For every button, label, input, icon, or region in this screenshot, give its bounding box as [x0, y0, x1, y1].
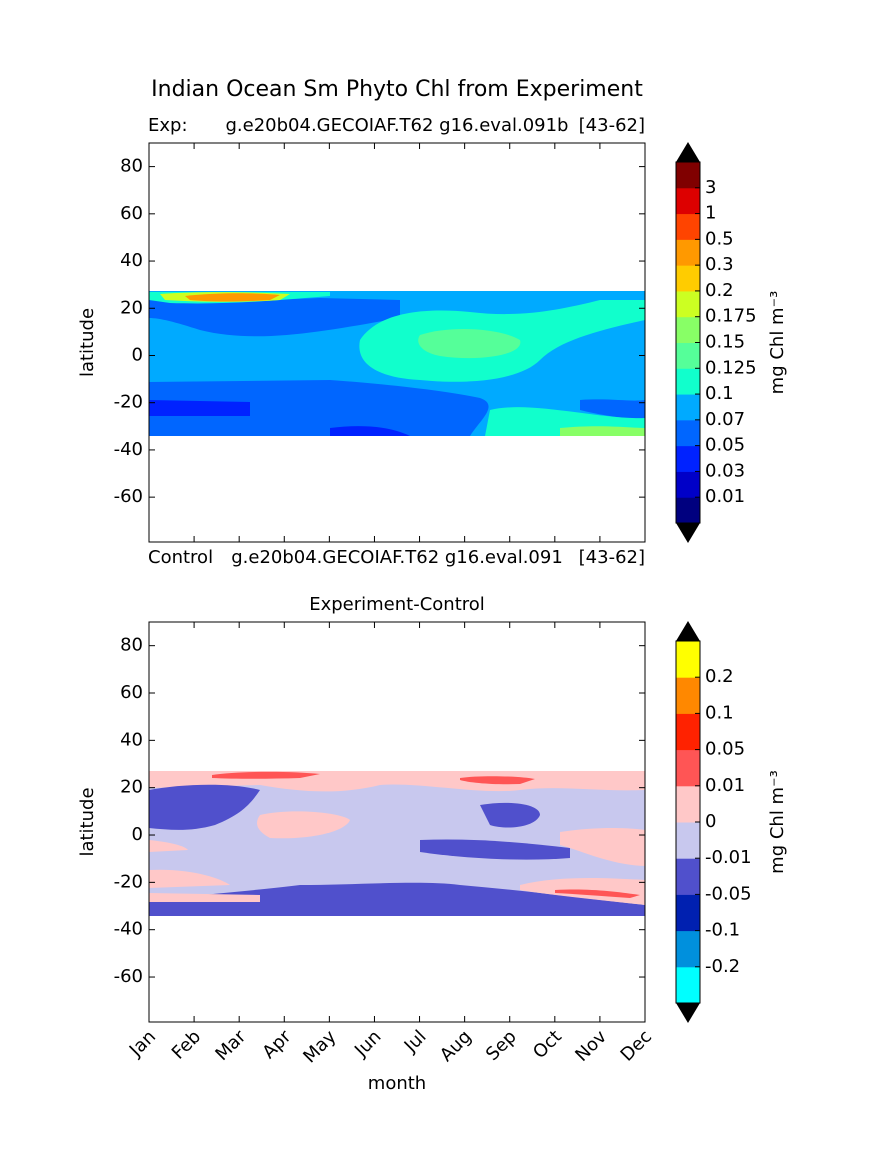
colorbar-extend — [676, 523, 700, 543]
colorbar-tick-label: -0.2 — [705, 956, 740, 977]
colorbar-segment — [676, 713, 700, 751]
colorbar-segment — [676, 471, 700, 498]
colorbar-segment — [676, 187, 700, 215]
x-axis-label: month — [368, 1073, 426, 1094]
y-tick-label: 60 — [120, 203, 143, 224]
header-center: g.e20b04.GECOIAF.T62 g16.eval.091 — [231, 547, 563, 568]
colorbar-tick-label: 3 — [705, 177, 716, 198]
header-left: Control — [148, 547, 213, 568]
colorbar-tick-label: 0.05 — [705, 435, 745, 456]
y-tick-label: -40 — [114, 439, 143, 460]
colorbar-segment — [676, 239, 700, 266]
colorbar-segment — [676, 162, 700, 189]
colorbar-segment — [676, 265, 700, 292]
colorbar-segment — [676, 445, 700, 472]
chart-title: Indian Ocean Sm Phyto Chl from Experimen… — [151, 77, 643, 102]
header-right: [43-62] — [579, 547, 645, 568]
colorbar-segment — [676, 368, 700, 395]
colorbar-tick-label: 0.15 — [705, 332, 745, 353]
colorbar-segment — [676, 290, 700, 318]
colorbar-tick-label: 0 — [705, 811, 716, 832]
y-tick-label: -20 — [114, 871, 143, 892]
y-tick-label: 40 — [120, 250, 143, 271]
y-axis-label: latitude — [77, 787, 98, 856]
colorbar-tick-label: -0.05 — [705, 883, 752, 904]
colorbar-tick-label: 0.2 — [705, 280, 734, 301]
colorbar-tick-label: -0.01 — [705, 847, 752, 868]
y-tick-label: 0 — [132, 344, 143, 365]
colorbar-segment — [676, 641, 700, 678]
header-left: Exp: — [148, 115, 188, 136]
header-right: [43-62] — [579, 115, 645, 136]
y-tick-label: -40 — [114, 919, 143, 940]
contour-fill-top — [149, 291, 645, 436]
colorbar-segment — [676, 822, 700, 859]
y-tick-label: 80 — [120, 635, 143, 656]
colorbar-segment — [676, 213, 700, 240]
colorbar-tick-label: 0.03 — [705, 460, 745, 481]
colorbar-tick-label: 0.1 — [705, 702, 734, 723]
colorbar-segment — [676, 785, 700, 823]
colorbar-extend — [676, 1003, 700, 1023]
colorbar-segment — [676, 342, 700, 369]
colorbar-segment — [676, 894, 700, 932]
y-tick-label: 40 — [120, 729, 143, 750]
colorbar-tick-label: 0.3 — [705, 254, 734, 275]
colorbar-tick-label: 1 — [705, 203, 716, 224]
colorbar-segment — [676, 316, 700, 343]
colorbar-extend — [676, 621, 700, 641]
colorbar-segment — [676, 394, 700, 421]
colorbar-tick-label: -0.1 — [705, 920, 740, 941]
y-tick-label: 80 — [120, 156, 143, 177]
y-tick-label: -20 — [114, 392, 143, 413]
chart-title: Experiment-Control — [309, 594, 485, 615]
colorbar-label: mg Chl m⁻³ — [767, 770, 788, 874]
colorbar-segment — [676, 419, 700, 447]
colorbar-tick-label: 0.5 — [705, 228, 734, 249]
colorbar-tick-label: 0.2 — [705, 666, 734, 687]
colorbar-tick-label: 0.01 — [705, 775, 745, 796]
colorbar-segment — [676, 858, 700, 895]
colorbar-segment — [676, 677, 700, 714]
y-tick-label: 0 — [132, 824, 143, 845]
colorbar-tick-label: 0.125 — [705, 357, 757, 378]
header-center: g.e20b04.GECOIAF.T62 g16.eval.091b — [226, 115, 569, 136]
plot-frame — [148, 142, 646, 543]
y-tick-label: 20 — [120, 777, 143, 798]
colorbar-segment — [676, 966, 700, 1004]
y-tick-label: 20 — [120, 297, 143, 318]
y-axis-label: latitude — [77, 308, 98, 377]
plot-frame — [148, 621, 646, 1023]
colorbar-tick-label: 0.07 — [705, 409, 745, 430]
colorbar-tick-label: 0.175 — [705, 306, 757, 327]
y-tick-label: -60 — [114, 486, 143, 507]
y-tick-label: -60 — [114, 966, 143, 987]
colorbar-segment — [676, 497, 700, 524]
colorbar-segment — [676, 749, 700, 787]
colorbar-segment — [676, 930, 700, 968]
contour-fill-bottom — [149, 771, 645, 916]
colorbar-label: mg Chl m⁻³ — [767, 291, 788, 395]
colorbar-extend — [676, 142, 700, 162]
colorbar-tick-label: 0.1 — [705, 383, 734, 404]
y-tick-label: 60 — [120, 682, 143, 703]
colorbar-tick-label: 0.01 — [705, 486, 745, 507]
colorbar-tick-label: 0.05 — [705, 739, 745, 760]
